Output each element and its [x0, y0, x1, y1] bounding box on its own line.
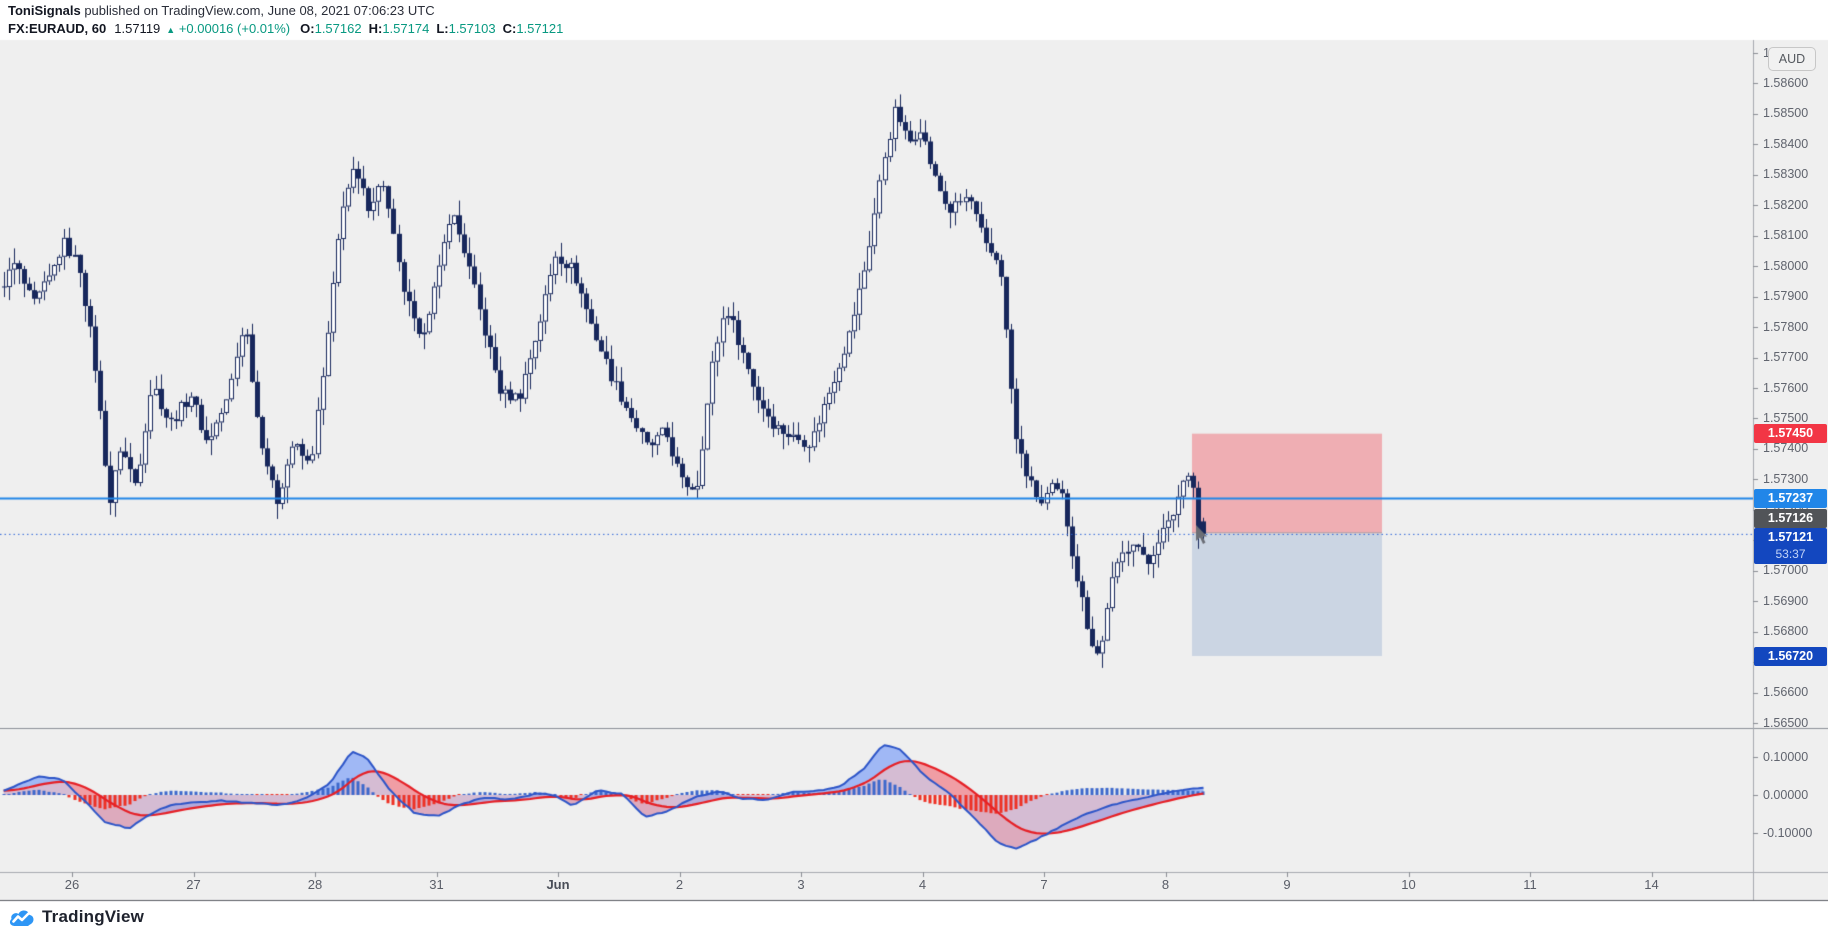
- publish-line: ToniSignals published on TradingView.com…: [8, 3, 570, 19]
- tradingview-brand-text: TradingView: [42, 907, 145, 926]
- time-tick-label: 14: [1644, 877, 1659, 892]
- price-tick-label: 1.56800: [1763, 624, 1809, 639]
- price-tick-label: 1.58200: [1763, 197, 1809, 212]
- time-tick-label: 26: [64, 877, 80, 892]
- open-value: O:1.57162: [300, 21, 362, 36]
- time-tick-label: Jun: [546, 877, 570, 892]
- price-tick-label: 1.57600: [1763, 380, 1809, 395]
- time-tick-label: 3: [797, 877, 805, 892]
- price-tick-label: 1.57400: [1763, 441, 1809, 456]
- indicator-tick-label: -0.10000: [1763, 825, 1813, 840]
- price-tick-label: 1.57300: [1763, 471, 1809, 486]
- price-tick-label: 1.58400: [1763, 136, 1809, 151]
- price-tick-label: 1.57700: [1763, 350, 1809, 365]
- time-tick-label: 7: [1040, 877, 1048, 892]
- stop-price-badge: 1.57450: [1754, 424, 1827, 444]
- price-tick-label: 1.56600: [1763, 685, 1809, 700]
- price-tick-label: 1.57900: [1763, 289, 1809, 304]
- blue-line-price-badge: 1.57237: [1754, 489, 1827, 509]
- price-tick-label: 1.58500: [1763, 106, 1809, 121]
- time-tick-label: 27: [186, 877, 201, 892]
- price-tick-label: 1.58600: [1763, 75, 1809, 90]
- time-tick-label: 9: [1283, 877, 1291, 892]
- time-tick-label: 28: [307, 877, 323, 892]
- price-tick-label: 1.57800: [1763, 319, 1809, 334]
- price-tick-label: 1.58000: [1763, 258, 1809, 273]
- last-price: 1.57119: [114, 21, 161, 36]
- time-tick-label: 11: [1523, 877, 1537, 892]
- target-price-badge: 1.56720: [1754, 646, 1827, 666]
- price-tick-label: 1.56900: [1763, 593, 1809, 608]
- currency-toggle-button[interactable]: AUD: [1768, 47, 1816, 71]
- indicator-tick-label: 0.10000: [1763, 749, 1809, 764]
- price-tick-label: 1.57500: [1763, 410, 1809, 425]
- publish-info: published on TradingView.com, June 08, 2…: [80, 3, 435, 18]
- symbol-interval[interactable]: FX:EURAUD, 60: [8, 21, 107, 36]
- price-change: ▲ +0.00016 (+0.01%): [166, 21, 291, 36]
- price-tick-label: 1.58300: [1763, 167, 1809, 182]
- bar-countdown: 53:37: [1775, 546, 1806, 561]
- time-tick-label: 4: [918, 877, 927, 892]
- time-tick-label: 8: [1161, 877, 1170, 892]
- price-tick-label: 1.56500: [1763, 715, 1809, 730]
- symbol-line: FX:EURAUD, 60 1.57119 ▲ +0.00016 (+0.01%) O…: [8, 20, 570, 39]
- tradingview-cloud-icon: [9, 910, 34, 926]
- high-value: H:1.57174: [368, 21, 430, 36]
- entry-price-badge: 1.57126: [1754, 508, 1827, 528]
- tradingview-logo[interactable]: TradingView: [8, 903, 144, 931]
- up-arrow-icon: ▲: [166, 25, 176, 35]
- last-price-countdown-badge: 1.57121 53:37: [1754, 527, 1827, 564]
- indicator-tick-label: 0.00000: [1763, 787, 1809, 802]
- price-tick-label: 1.57000: [1763, 563, 1809, 578]
- close-value: C:1.57121: [502, 21, 564, 36]
- time-tick-label: 31: [429, 877, 444, 892]
- time-tick-label: 10: [1401, 877, 1416, 892]
- price-tick-label: 1.58100: [1763, 228, 1809, 243]
- chart-header: ToniSignals published on TradingView.com…: [8, 3, 570, 39]
- time-tick-label: 2: [675, 877, 684, 892]
- publisher-name: ToniSignals: [8, 3, 81, 18]
- low-value: L:1.57103: [436, 21, 496, 36]
